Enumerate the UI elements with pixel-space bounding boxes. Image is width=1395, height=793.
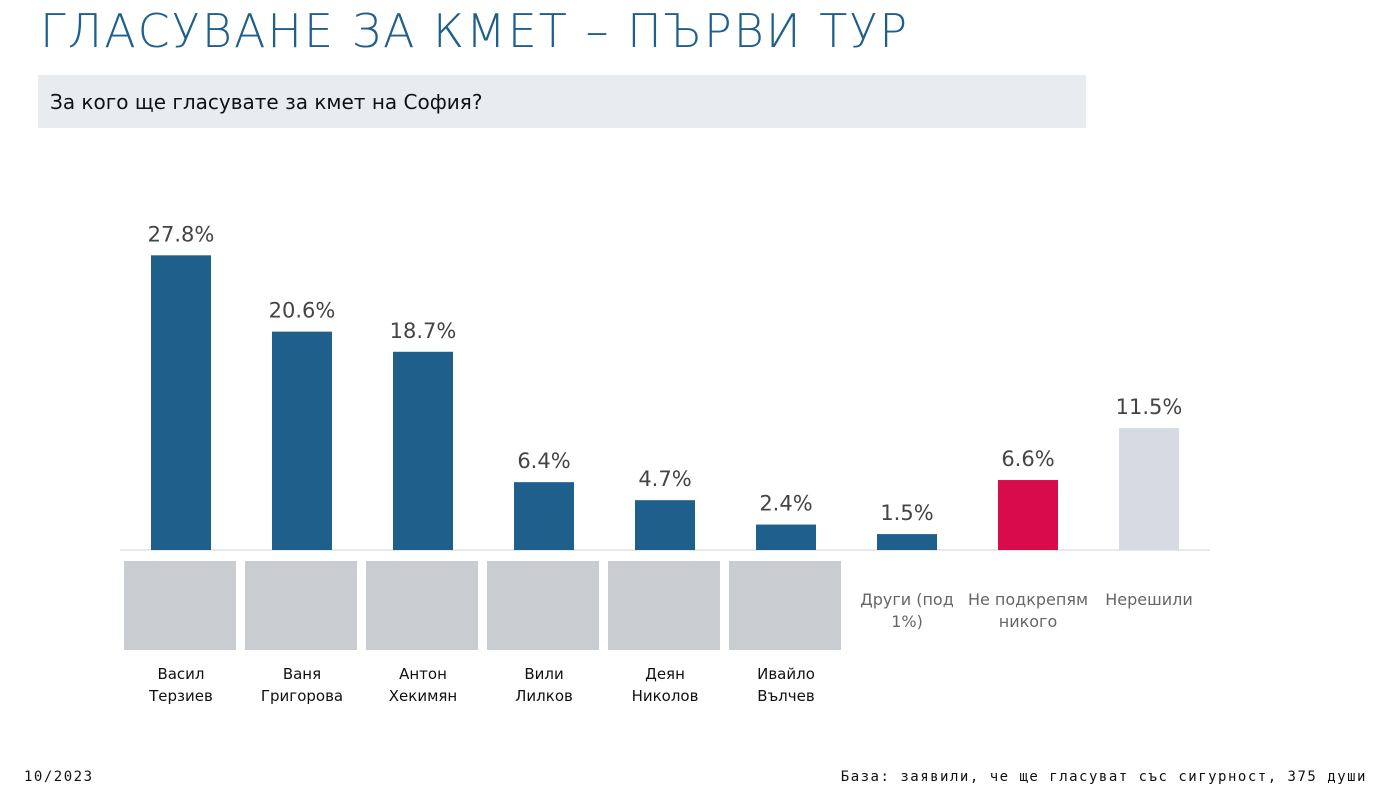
category-label: Други (под 1%): [860, 590, 954, 631]
category-label: Не подкрепям никого: [967, 590, 1089, 631]
category-label: Ваня Григорова: [260, 665, 344, 705]
value-label: 27.8%: [148, 222, 215, 246]
category-label: Нерешили: [1105, 590, 1193, 609]
value-label: 18.7%: [390, 319, 457, 343]
photo-placeholder: [245, 561, 357, 650]
value-label: 4.7%: [638, 467, 691, 491]
bar: [1119, 428, 1179, 550]
question-box: За кого ще гласувате за кмет на София?: [38, 75, 1086, 128]
category-label: Васил Терзиев: [149, 665, 213, 705]
bar: [151, 255, 211, 550]
photo-placeholder: [487, 561, 599, 650]
bar: [756, 524, 816, 550]
bar: [272, 331, 332, 550]
value-label: 11.5%: [1116, 395, 1183, 419]
value-label: 2.4%: [759, 492, 812, 516]
value-label: 6.4%: [517, 449, 570, 473]
value-label: 1.5%: [880, 501, 933, 525]
bar: [514, 482, 574, 550]
base-note: База: заявили, че ще гласуват със сигурн…: [840, 769, 1367, 785]
photo-placeholder: [124, 561, 236, 650]
value-label: 6.6%: [1001, 447, 1054, 471]
question: За кого ще гласувате за кмет на София?: [50, 90, 483, 114]
bar: [998, 480, 1058, 550]
bar: [635, 500, 695, 550]
category-label: Ивайло Вълчев: [757, 665, 815, 705]
photo-placeholder: [366, 561, 478, 650]
category-label: Вили Лилков: [515, 665, 573, 705]
date: 10/2023: [24, 769, 94, 785]
value-label: 20.6%: [269, 299, 336, 323]
photo-placeholder: [729, 561, 841, 650]
bar: [877, 534, 937, 550]
title: ГЛАСУВАНЕ ЗА КМЕТ – ПЪРВИ ТУР: [40, 4, 910, 58]
bar: [393, 351, 453, 550]
category-label: Антон Хекимян: [388, 665, 458, 705]
category-label: Деян Николов: [631, 665, 699, 705]
photo-placeholder: [608, 561, 720, 650]
